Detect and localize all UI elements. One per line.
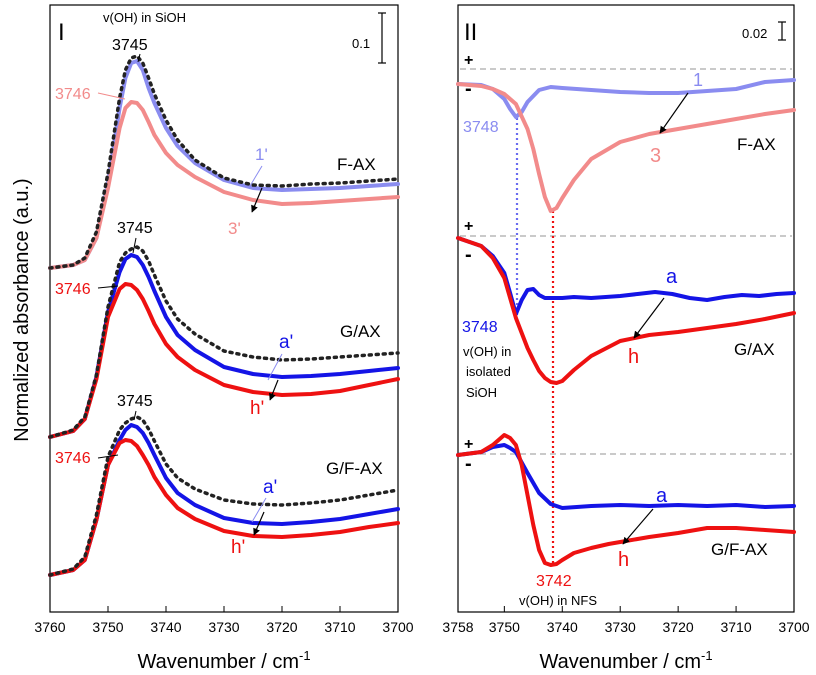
x-tick-label: 3730 [605, 619, 636, 635]
panel-2-scale-label: 0.02 [742, 26, 767, 41]
panel-2-scale-bar [778, 21, 786, 41]
series-f-ax-3 [456, 82, 796, 213]
panel-1-frame [49, 4, 399, 613]
plus-f-ax: + [464, 52, 473, 69]
series-g-ax-a [456, 236, 796, 316]
x-tick-label: 3710 [324, 619, 355, 635]
x-tick-label: 3710 [720, 619, 751, 635]
annotation-peak-3745-g: 3745 [117, 220, 153, 237]
arrow-1-to-3 [659, 92, 689, 134]
series-g-ax-dotted [48, 245, 400, 439]
x-tick-label: 3760 [34, 619, 65, 635]
sample-name-g-ax-2: G/AX [734, 340, 775, 359]
label-1: 1 [693, 70, 703, 90]
annotation-3746-f-leader [97, 92, 126, 100]
series-g-f-ax-dotted [48, 415, 400, 577]
annotation-3748-g: 3748 [462, 319, 498, 336]
label-1-prime-leader [249, 165, 263, 187]
annotation-peak-3745-g-tick [132, 237, 137, 254]
annotation-peak-3745-f-tick [137, 53, 141, 63]
sample-name-f-ax: F-AX [337, 155, 376, 174]
panel-2: 3758 3750 3740 3730 3720 3710 3700 II 0.02 + -… [442, 4, 810, 635]
annotation-voh-isolated-3: SiOH [466, 385, 497, 400]
arrow-h-prime-g [269, 379, 279, 401]
series-f-ax-dotted [48, 54, 400, 270]
arrow-a-to-h-gf [622, 508, 654, 545]
panel-1-ticks: 3760 3750 3740 3730 3720 3710 3700 [34, 606, 414, 635]
series-g-f-ax-h [456, 433, 796, 567]
x-axis-label-2: Wavenumber / cm-1 [539, 648, 712, 673]
panel-2-lines [456, 78, 796, 567]
annotation-peak-3745-f: 3745 [112, 37, 148, 54]
annotation-3748-f: 3748 [463, 119, 499, 136]
minus-g-ax: - [465, 244, 472, 266]
x-tick-label: 3740 [150, 619, 181, 635]
label-a-prime-gf-leader [251, 497, 267, 523]
x-tick-label: 3730 [208, 619, 239, 635]
x-tick-label: 3740 [547, 619, 578, 635]
label-a-prime-g: a' [279, 332, 293, 353]
sample-name-g-f-ax: G/F-AX [326, 459, 383, 478]
x-tick-label: 3700 [778, 619, 809, 635]
series-g-ax-h [456, 236, 796, 385]
label-a-prime-g-leader [267, 353, 283, 381]
x-tick-label: 3750 [92, 619, 123, 635]
label-h-g: h [628, 346, 639, 368]
label-a-prime-gf: a' [263, 477, 277, 498]
x-axis-label-1: Wavenumber / cm-1 [137, 648, 310, 673]
sample-name-f-ax-2: F-AX [737, 135, 776, 154]
label-h-gf: h [618, 549, 629, 571]
annotation-3742: 3742 [536, 573, 572, 590]
x-tick-label: 3758 [442, 619, 473, 635]
annotation-3746-gf-leader [97, 454, 119, 459]
annotation-voh-isolated-1: v(OH) in [463, 344, 511, 359]
panel-1-label: I [58, 19, 65, 46]
series-f-ax-1 [456, 78, 796, 119]
label-a-gf: a [656, 485, 668, 507]
plus-g-ax: + [464, 218, 473, 235]
x-tick-label: 3700 [382, 619, 413, 635]
arrow-a-to-h-g [633, 297, 665, 339]
annotation-3746-g-leader [97, 285, 119, 289]
sample-name-g-ax: G/AX [340, 322, 381, 341]
plus-g-f-ax: + [464, 436, 473, 453]
label-a-g: a [666, 266, 678, 288]
panel-2-ticks: 3758 3750 3740 3730 3720 3710 3700 [442, 606, 810, 635]
x-tick-label: 3720 [663, 619, 694, 635]
arrow-3-prime [251, 187, 263, 213]
series-f-ax-3- [48, 100, 400, 270]
x-tick-label: 3720 [266, 619, 297, 635]
panel-1-scale-bar [378, 12, 386, 64]
panel-1-lines [48, 54, 400, 577]
annotation-voh-isolated-2: isolated [466, 364, 511, 379]
annotation-voh-sioh: v(OH) in SiOH [103, 10, 186, 25]
series-g-f-ax-a [456, 443, 796, 510]
annotation-voh-nfs: v(OH) in NFS [519, 593, 597, 608]
arrow-h-prime-gf [253, 511, 265, 536]
label-3: 3 [650, 145, 661, 167]
panel-1: 3760 3750 3740 3730 3720 3710 3700 I 0.1 v(OH)… [34, 4, 414, 635]
minus-g-f-ax: - [465, 453, 472, 475]
panel-1-scale-label: 0.1 [352, 36, 370, 51]
sample-name-g-f-ax-2: G/F-AX [711, 540, 768, 559]
series-g-ax-h- [48, 282, 400, 439]
minus-f-ax: - [465, 78, 472, 100]
annotation-peak-3745-gf-tick [133, 410, 137, 421]
label-1-prime: 1' [255, 145, 268, 164]
panel-2-label: II [464, 19, 477, 46]
annotation-3746-g: 3746 [55, 281, 91, 298]
baseline-dashes [460, 68, 792, 455]
annotation-peak-3745-gf: 3745 [117, 393, 153, 410]
label-h-prime-g: h' [250, 398, 264, 419]
label-h-prime-gf: h' [231, 537, 245, 558]
annotation-3746-f: 3746 [55, 86, 91, 103]
y-axis-label: Normalized absorbance (a.u.) [11, 178, 33, 441]
label-3-prime: 3' [228, 219, 241, 238]
annotation-3746-gf: 3746 [55, 450, 91, 467]
x-tick-label: 3750 [489, 619, 520, 635]
panel-2-frame [457, 4, 795, 613]
